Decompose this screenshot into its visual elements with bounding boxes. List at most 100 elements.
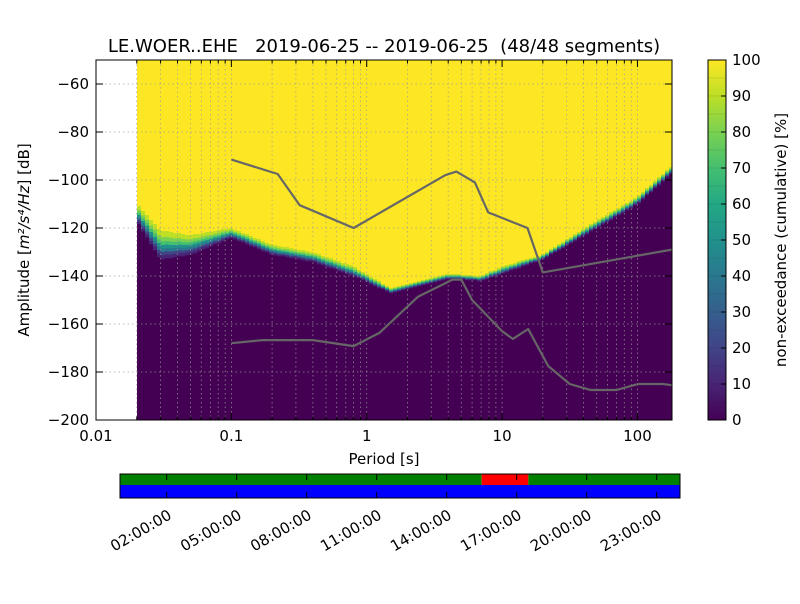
heatmap-band-cell	[197, 244, 201, 248]
heatmap-band-cell	[601, 221, 605, 223]
heatmap-high-cell	[585, 60, 589, 227]
heatmap-band-cell	[481, 276, 485, 278]
heatmap-band-cell	[457, 274, 461, 276]
heatmap-band-cell	[177, 247, 181, 251]
heatmap-band-cell	[661, 180, 665, 182]
heatmap-band-cell	[233, 237, 237, 240]
heatmap-high-cell	[233, 60, 237, 230]
heatmap-band-cell	[205, 245, 209, 249]
heatmap-band-cell	[597, 219, 601, 222]
heatmap-high-cell	[149, 60, 153, 220]
heatmap-band-cell	[353, 272, 357, 274]
heatmap-band-cell	[433, 280, 437, 282]
heatmap-band-cell	[149, 228, 153, 233]
heatmap-band-cell	[449, 277, 453, 279]
heatmap-band-cell	[405, 284, 409, 286]
heatmap-band-cell	[213, 237, 217, 240]
heatmap-band-cell	[433, 277, 437, 279]
heatmap-high-cell	[277, 60, 281, 246]
heatmap-band-cell	[413, 284, 417, 286]
heatmap-band-cell	[245, 239, 249, 241]
heatmap-band-cell	[425, 282, 429, 284]
heatmap-band-cell	[409, 286, 413, 288]
heatmap-high-cell	[273, 60, 277, 245]
heatmap-band-cell	[357, 274, 361, 276]
heatmap-band-cell	[273, 250, 277, 252]
heatmap-high-cell	[477, 60, 481, 276]
heatmap-band-cell	[569, 240, 573, 242]
heatmap-high-cell	[653, 60, 657, 181]
colorbar-tick-label: 40	[732, 267, 751, 285]
heatmap-band-cell	[521, 262, 525, 264]
heatmap-band-cell	[557, 248, 561, 250]
heatmap-band-cell	[561, 245, 565, 247]
heatmap-band-cell	[389, 291, 393, 293]
timeline-tick-label: 02:00:00	[107, 506, 174, 555]
heatmap-band-cell	[425, 282, 429, 284]
heatmap-high-cell	[241, 60, 245, 233]
heatmap-band-cell	[533, 257, 537, 259]
heatmap-high-cell	[553, 60, 557, 247]
heatmap-band-cell	[669, 171, 672, 173]
heatmap-band-cell	[457, 277, 461, 279]
heatmap-band-cell	[489, 271, 493, 273]
heatmap-band-cell	[657, 178, 661, 181]
heatmap-band-cell	[465, 279, 469, 281]
heatmap-band-cell	[429, 278, 433, 280]
noise-models	[231, 158, 672, 392]
heatmap-high-cell	[417, 60, 421, 281]
heatmap-band-cell	[273, 248, 277, 251]
timeline-tick-label: 20:00:00	[527, 506, 594, 555]
heatmap-band-cell	[393, 289, 397, 291]
heatmap-band-cell	[161, 241, 165, 246]
heatmap-band-cell	[553, 249, 557, 251]
heatmap-band-cell	[197, 248, 201, 252]
heatmap-band-cell	[433, 279, 437, 281]
heatmap-band-cell	[549, 252, 553, 254]
heatmap-high-cell	[501, 60, 505, 266]
heatmap-band-cell	[661, 175, 665, 177]
heatmap-band-cell	[353, 275, 357, 278]
heatmap-band-cell	[137, 221, 141, 225]
heatmap-band-cell	[257, 247, 261, 250]
heatmap-band-cell	[277, 249, 281, 252]
x-axis-label: Period [s]	[348, 450, 419, 468]
heatmap-band-cell	[321, 261, 325, 264]
heatmap-band-cell	[173, 251, 177, 255]
heatmap-band-cell	[577, 234, 581, 236]
heatmap-band-cell	[517, 261, 521, 263]
heatmap-band-cell	[589, 229, 593, 231]
heatmap-band-cell	[341, 269, 345, 272]
heatmap-band-cell	[433, 280, 437, 282]
heatmap-high-cell	[333, 60, 337, 260]
heatmap-band-cell	[509, 265, 513, 267]
heatmap-band-cell	[597, 225, 601, 227]
heatmap-band-cell	[309, 257, 313, 260]
heatmap-band-cell	[157, 243, 161, 247]
heatmap-high-cell	[377, 60, 381, 281]
heatmap-band-cell	[397, 287, 401, 289]
heatmap-band-cell	[281, 248, 285, 251]
heatmap-band-cell	[541, 256, 545, 258]
heatmap-band-cell	[229, 233, 233, 235]
heatmap-band-cell	[553, 248, 557, 250]
heatmap-band-cell	[513, 264, 517, 266]
heatmap-band-cell	[529, 261, 533, 263]
heatmap-band-cell	[265, 243, 269, 246]
heatmap-band-cell	[581, 231, 585, 233]
heatmap-band-cell	[285, 252, 289, 254]
heatmap-band-cell	[333, 265, 337, 268]
heatmap-band-cell	[261, 247, 265, 249]
heatmap-band-cell	[497, 274, 501, 276]
timeline: 02:00:00 05:00:00 08:00:00 11:00:00 14:00:00…	[107, 473, 681, 555]
heatmap-band-cell	[649, 187, 653, 189]
heatmap-band-cell	[221, 233, 225, 236]
heatmap-band-cell	[489, 275, 493, 277]
heatmap-band-cell	[377, 281, 381, 283]
heatmap-band-cell	[513, 266, 517, 268]
heatmap-high-cell	[213, 60, 217, 231]
heatmap-band-cell	[497, 273, 501, 275]
heatmap-band-cell	[513, 268, 517, 270]
heatmap-band-cell	[461, 277, 465, 279]
heatmap-band-cell	[609, 213, 613, 216]
